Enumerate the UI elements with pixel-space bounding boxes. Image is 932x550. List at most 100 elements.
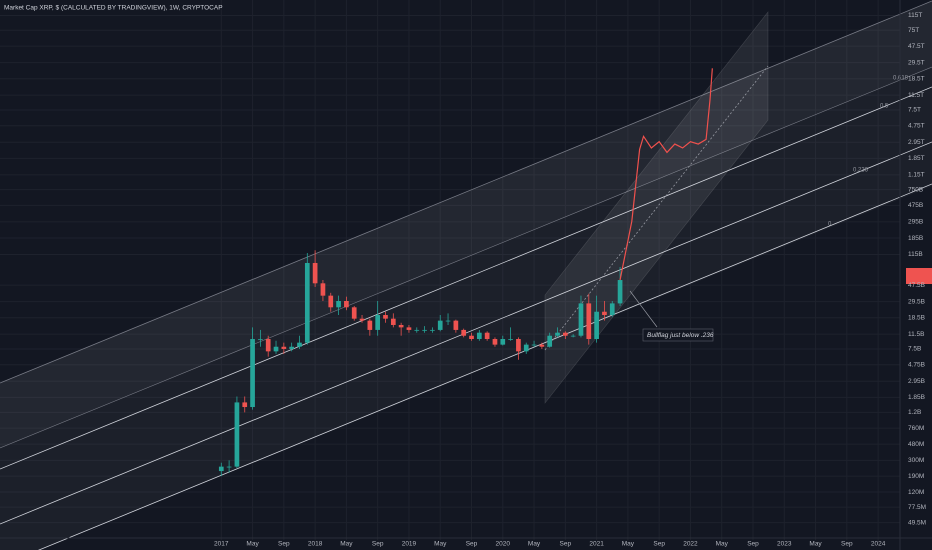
candle-body [250,339,255,408]
y-tick-label: 4.75B [908,361,925,368]
x-tick-label: May [528,541,541,548]
y-tick-label: 1.2B [908,409,921,416]
x-tick-label: May [340,541,353,548]
candle-body [265,339,271,352]
y-tick-label: 300M [908,457,924,464]
y-tick-label: 120M [908,489,924,496]
x-tick-label: May [246,541,259,548]
candle-body [594,311,599,340]
candle-body [414,329,420,331]
candle-body [531,344,537,346]
candle-body [500,339,506,345]
candle-body [617,280,623,304]
y-tick-label: 295B [908,219,923,226]
candle-body [570,335,576,337]
candle-body [375,315,381,330]
x-tick-label: May [434,541,447,548]
y-tick-label: 1.15T [908,172,925,179]
candle-body [547,335,553,347]
y-tick-label: 185B [908,235,923,242]
candle-body [336,300,341,308]
x-tick-label: 2020 [496,541,511,548]
y-tick-label: 115B [908,251,923,258]
candle-body [437,320,443,330]
y-tick-label: 190M [908,473,924,480]
fib-line [0,86,932,470]
y-tick-label: 1.85T [908,155,925,162]
fib-label: 0.5 [880,104,889,110]
fib-line [37,183,932,550]
candle-body [320,283,326,296]
candle-body [281,346,287,349]
x-tick-label: 2018 [308,541,323,548]
y-tick-label: 49.5M [908,519,926,526]
x-tick-label: 2022 [683,541,698,548]
candle-body [453,320,459,330]
annotation-arrow [629,290,658,328]
fib-line [0,66,932,449]
candle-body [461,329,467,336]
y-tick-label: 1.85B [908,394,925,401]
x-tick-label: May [716,541,729,548]
y-tick-label: 18.5B [908,314,925,321]
y-tick-label: 77.5M [908,504,926,511]
candle-body [445,320,451,322]
y-tick-label: 29.5B [908,298,925,305]
candle-body [383,315,388,319]
candle-body [312,262,318,284]
candle-body [398,324,404,328]
x-tick-label: Sep [372,541,384,548]
flag-midline [544,65,769,351]
candle-body [351,307,357,319]
candle-body [304,262,310,343]
candle-body [226,466,232,468]
candle-body [492,339,498,345]
x-tick-label: Sep [278,541,290,548]
candle-body [273,346,279,352]
annotation: Bullflag just below .236 [647,332,714,339]
candle-body [297,342,302,347]
x-tick-label: 2017 [214,541,229,548]
y-tick-label: 11.5T [908,92,924,99]
x-tick-label: 2021 [589,541,604,548]
candle-body [539,344,545,347]
y-tick-label: 47.5T [908,43,925,50]
fib-label: 0.618 [893,76,909,82]
candle-body [523,344,529,352]
candle-body [609,303,615,316]
x-tick-label: Sep [841,541,853,548]
y-tick-label: 75T [908,27,919,34]
candle-body [578,303,584,336]
y-tick-label: 475B [908,202,923,209]
fib-label: 0 [828,222,832,228]
candle-body [586,303,592,340]
x-tick-label: Sep [653,541,665,548]
x-tick-label: 2019 [402,541,417,548]
x-tick-label: Sep [466,541,478,548]
candle-body [234,402,240,467]
candle-body [476,332,482,340]
fib-line [0,0,932,384]
y-tick-label: 11.5B [908,331,925,338]
projection-line [619,68,713,281]
candle-body [516,339,521,352]
y-tick-label: 47.5B [908,282,925,289]
fib-band-upper [0,1,932,448]
annotation-box [642,328,714,342]
candle-body [430,329,435,331]
candle-body [258,339,263,340]
candle-body [359,318,365,321]
y-tick-label: 7.5T [908,107,921,114]
y-tick-label: 7.5B [908,346,921,353]
y-tick-label: 750B [908,186,923,193]
candle-body [508,339,513,340]
chart-title: Market Cap XRP, $ (CALCULATED BY TRADING… [4,5,223,12]
candle-body [555,332,560,336]
y-tick-label: 2.95B [908,378,925,385]
y-tick-label: 29.5T [908,59,925,66]
candle-body [218,466,224,472]
